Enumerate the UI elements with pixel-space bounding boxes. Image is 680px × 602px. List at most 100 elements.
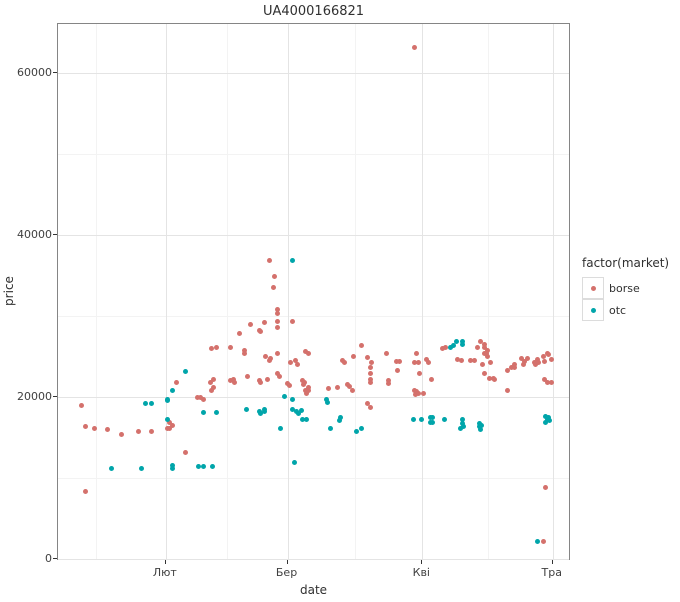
y-tick-mark bbox=[53, 395, 57, 397]
data-point-borse bbox=[368, 377, 374, 383]
data-point-borse bbox=[519, 356, 525, 362]
x-tick-label: Тра bbox=[541, 566, 562, 579]
y-minor-gridline bbox=[58, 315, 569, 317]
data-point-borse bbox=[325, 386, 331, 392]
data-point-borse bbox=[78, 402, 84, 408]
data-point-borse bbox=[201, 396, 207, 402]
y-tick-label: 60000 bbox=[17, 66, 52, 79]
data-point-borse bbox=[237, 331, 243, 337]
data-point-borse bbox=[358, 343, 364, 349]
data-point-borse bbox=[365, 401, 371, 407]
data-point-borse bbox=[505, 367, 511, 373]
data-point-otc bbox=[324, 396, 330, 402]
data-point-borse bbox=[228, 378, 234, 384]
data-point-otc bbox=[258, 411, 264, 417]
data-point-borse bbox=[546, 352, 552, 358]
data-point-borse bbox=[486, 375, 492, 381]
data-point-otc bbox=[459, 417, 465, 423]
data-point-borse bbox=[541, 359, 547, 365]
data-point-borse bbox=[198, 395, 204, 401]
data-point-otc bbox=[460, 424, 466, 430]
x-tick-label: Бер bbox=[275, 566, 298, 579]
data-point-borse bbox=[91, 426, 97, 432]
data-point-borse bbox=[524, 356, 530, 362]
x-tick-mark bbox=[164, 560, 166, 564]
data-point-borse bbox=[442, 345, 448, 351]
data-point-borse bbox=[487, 360, 493, 366]
data-point-otc bbox=[459, 338, 465, 344]
x-tick-mark bbox=[286, 560, 288, 564]
data-point-otc bbox=[304, 417, 310, 423]
data-point-borse bbox=[481, 342, 487, 348]
data-point-borse bbox=[504, 387, 510, 393]
data-point-otc bbox=[429, 415, 435, 421]
data-point-otc bbox=[149, 401, 155, 407]
data-point-borse bbox=[292, 358, 298, 364]
data-point-otc bbox=[410, 417, 416, 423]
borse-point-icon bbox=[590, 285, 596, 291]
data-point-borse bbox=[416, 370, 422, 376]
data-point-otc bbox=[450, 343, 456, 349]
x-tick-label: Кві bbox=[412, 566, 430, 579]
data-point-borse bbox=[521, 359, 527, 365]
data-point-borse bbox=[483, 351, 489, 357]
data-point-borse bbox=[195, 395, 201, 401]
data-point-borse bbox=[349, 387, 355, 393]
data-point-borse bbox=[411, 360, 417, 366]
data-point-borse bbox=[83, 489, 89, 495]
data-point-borse bbox=[290, 319, 296, 325]
data-point-borse bbox=[549, 379, 555, 385]
data-point-otc bbox=[358, 426, 364, 432]
data-point-borse bbox=[335, 385, 341, 391]
data-point-borse bbox=[304, 390, 310, 396]
x-major-gridline bbox=[552, 24, 554, 559]
data-point-borse bbox=[83, 424, 89, 430]
y-tick-mark bbox=[53, 72, 57, 73]
data-point-borse bbox=[211, 385, 217, 391]
data-point-otc bbox=[429, 419, 435, 425]
data-point-otc bbox=[183, 369, 189, 375]
data-point-otc bbox=[299, 417, 305, 423]
data-point-otc bbox=[478, 423, 484, 429]
x-minor-gridline bbox=[226, 24, 228, 559]
y-tick-label: 40000 bbox=[17, 227, 52, 241]
data-point-otc bbox=[292, 460, 297, 466]
data-point-borse bbox=[275, 351, 281, 357]
data-point-borse bbox=[346, 384, 352, 390]
y-major-gridline bbox=[58, 73, 569, 74]
y-axis-title: price bbox=[2, 276, 16, 306]
legend-key-otc bbox=[582, 299, 604, 321]
legend-label-borse: borse bbox=[609, 281, 640, 295]
data-point-otc bbox=[165, 416, 171, 422]
data-point-borse bbox=[368, 380, 374, 386]
data-point-borse bbox=[104, 427, 110, 433]
data-point-borse bbox=[167, 420, 173, 426]
data-point-otc bbox=[244, 407, 250, 413]
data-point-borse bbox=[365, 355, 371, 361]
data-point-borse bbox=[267, 258, 273, 264]
data-point-otc bbox=[201, 464, 207, 470]
y-tick-label: 20000 bbox=[17, 389, 52, 403]
data-point-borse bbox=[275, 307, 281, 313]
data-point-otc bbox=[282, 393, 287, 399]
data-point-otc bbox=[441, 416, 447, 422]
data-point-borse bbox=[481, 370, 487, 376]
x-minor-gridline bbox=[354, 24, 356, 559]
data-point-otc bbox=[547, 418, 553, 424]
data-point-borse bbox=[275, 324, 281, 330]
y-major-gridline bbox=[58, 558, 569, 560]
data-point-otc bbox=[457, 426, 463, 432]
y-minor-gridline bbox=[58, 477, 569, 479]
x-major-gridline bbox=[422, 24, 424, 559]
data-point-borse bbox=[439, 346, 445, 352]
data-point-otc bbox=[338, 415, 344, 421]
data-point-borse bbox=[475, 345, 481, 351]
data-point-borse bbox=[383, 351, 389, 357]
legend-item-borse: borse bbox=[582, 277, 669, 299]
data-point-borse bbox=[533, 362, 539, 368]
x-tick-mark bbox=[551, 560, 553, 564]
data-point-borse bbox=[544, 380, 550, 386]
data-point-borse bbox=[305, 351, 311, 357]
data-point-borse bbox=[265, 376, 271, 382]
data-point-otc bbox=[278, 426, 284, 432]
